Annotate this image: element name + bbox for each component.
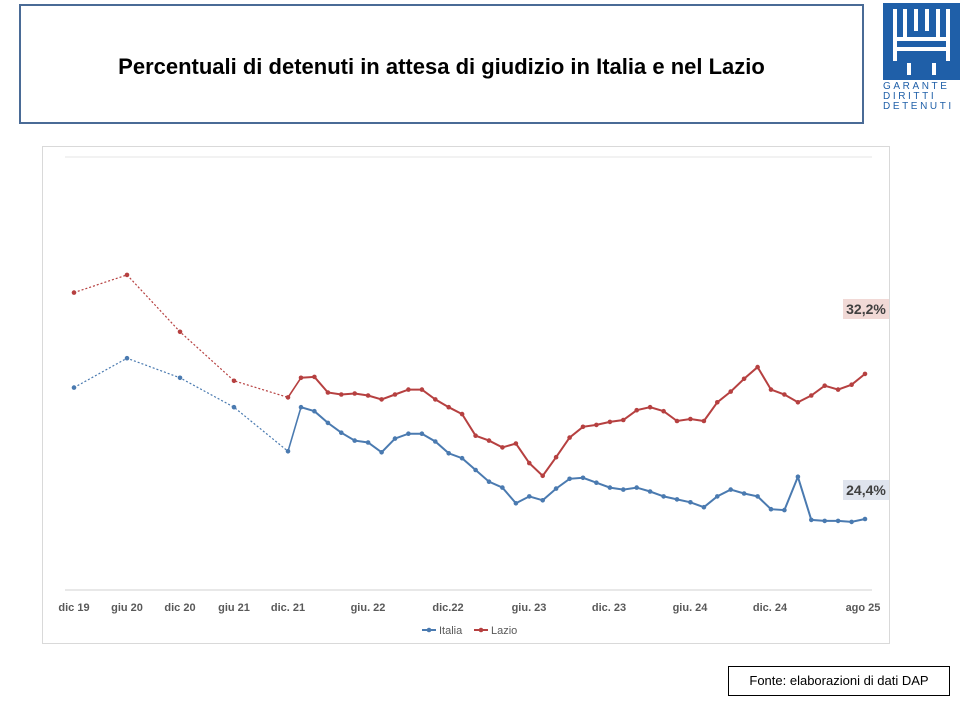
garante-logo: GARANTE DIRITTI DETENUTI bbox=[883, 3, 960, 112]
title-box: Percentuali di detenuti in attesa di giu… bbox=[19, 4, 864, 124]
logo-emblem bbox=[883, 3, 960, 80]
logo-emblem-icon bbox=[893, 9, 950, 75]
source-note: Fonte: elaborazioni di dati DAP bbox=[728, 666, 950, 696]
logo-line-3: DETENUTI bbox=[883, 101, 954, 112]
page-title: Percentuali di detenuti in attesa di giu… bbox=[118, 54, 765, 79]
logo-line-1: GARANTE bbox=[883, 81, 950, 92]
chart-frame bbox=[42, 146, 890, 644]
logo-line-2: DIRITTI bbox=[883, 91, 937, 102]
